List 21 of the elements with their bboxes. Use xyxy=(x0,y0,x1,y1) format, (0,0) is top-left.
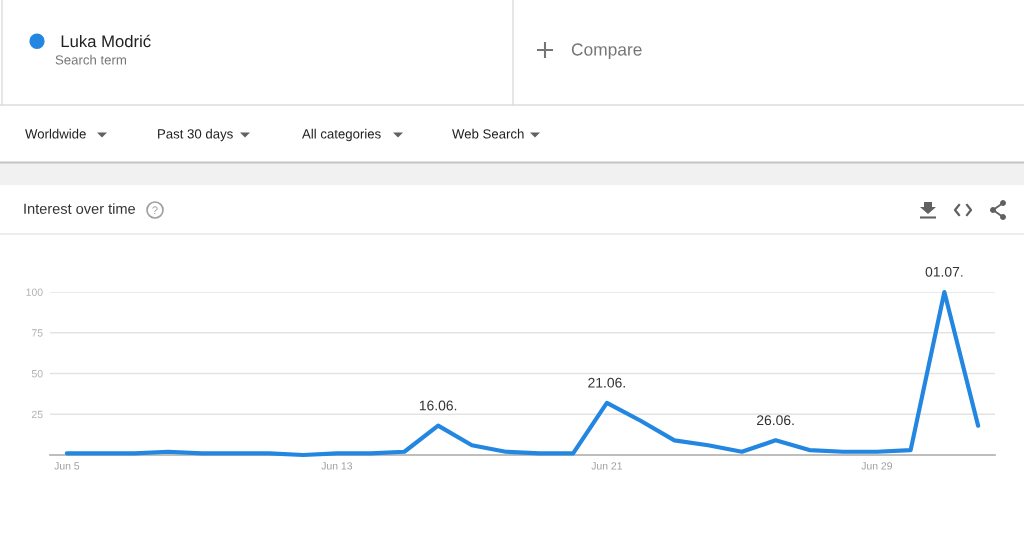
x-tick-label: Jun 13 xyxy=(321,462,353,470)
text: All categories xyxy=(302,128,381,142)
annotation: 16.06. xyxy=(419,400,457,411)
y-tick-label: 50 xyxy=(31,370,43,378)
annotation: 01.07. xyxy=(925,266,963,277)
text: Worldwide xyxy=(25,128,86,139)
chart-title: Interest over time xyxy=(24,203,136,214)
text: Web Search xyxy=(452,128,524,139)
text: Compare xyxy=(571,43,642,60)
x-tick-label: Jun 5 xyxy=(54,462,80,470)
annotation: 21.06. xyxy=(588,377,625,388)
x-tick-label: Jun 21 xyxy=(591,462,623,470)
x-tick-label: Jun 29 xyxy=(861,462,893,470)
legend-label: Luka Modrić xyxy=(61,34,151,48)
text: Search term xyxy=(55,54,126,65)
text: Past 30 days xyxy=(158,128,233,142)
annotation: 26.06. xyxy=(757,415,794,426)
y-tick-label: 25 xyxy=(31,410,43,419)
y-tick-label: 100 xyxy=(26,288,43,296)
line-series xyxy=(64,289,981,458)
y-tick-label: 75 xyxy=(32,329,43,337)
